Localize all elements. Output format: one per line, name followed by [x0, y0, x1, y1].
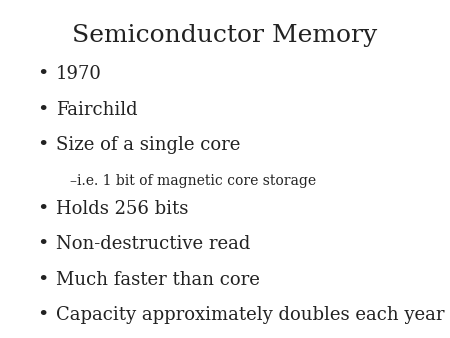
Text: Much faster than core: Much faster than core [56, 270, 260, 289]
Text: •: • [37, 199, 49, 218]
Text: Holds 256 bits: Holds 256 bits [56, 199, 189, 218]
Text: •: • [37, 306, 49, 324]
Text: •: • [37, 101, 49, 119]
Text: Fairchild: Fairchild [56, 101, 138, 119]
Text: Semiconductor Memory: Semiconductor Memory [72, 24, 378, 47]
Text: Size of a single core: Size of a single core [56, 136, 241, 154]
Text: •: • [37, 65, 49, 83]
Text: –i.e. 1 bit of magnetic core storage: –i.e. 1 bit of magnetic core storage [70, 174, 316, 188]
Text: Non-destructive read: Non-destructive read [56, 235, 251, 253]
Text: •: • [37, 270, 49, 289]
Text: •: • [37, 136, 49, 154]
Text: 1970: 1970 [56, 65, 102, 83]
Text: Capacity approximately doubles each year: Capacity approximately doubles each year [56, 306, 445, 324]
Text: •: • [37, 235, 49, 253]
